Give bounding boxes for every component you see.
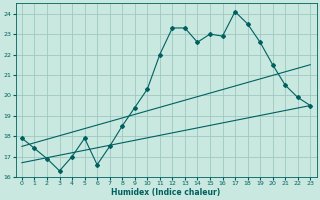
X-axis label: Humidex (Indice chaleur): Humidex (Indice chaleur): [111, 188, 221, 197]
